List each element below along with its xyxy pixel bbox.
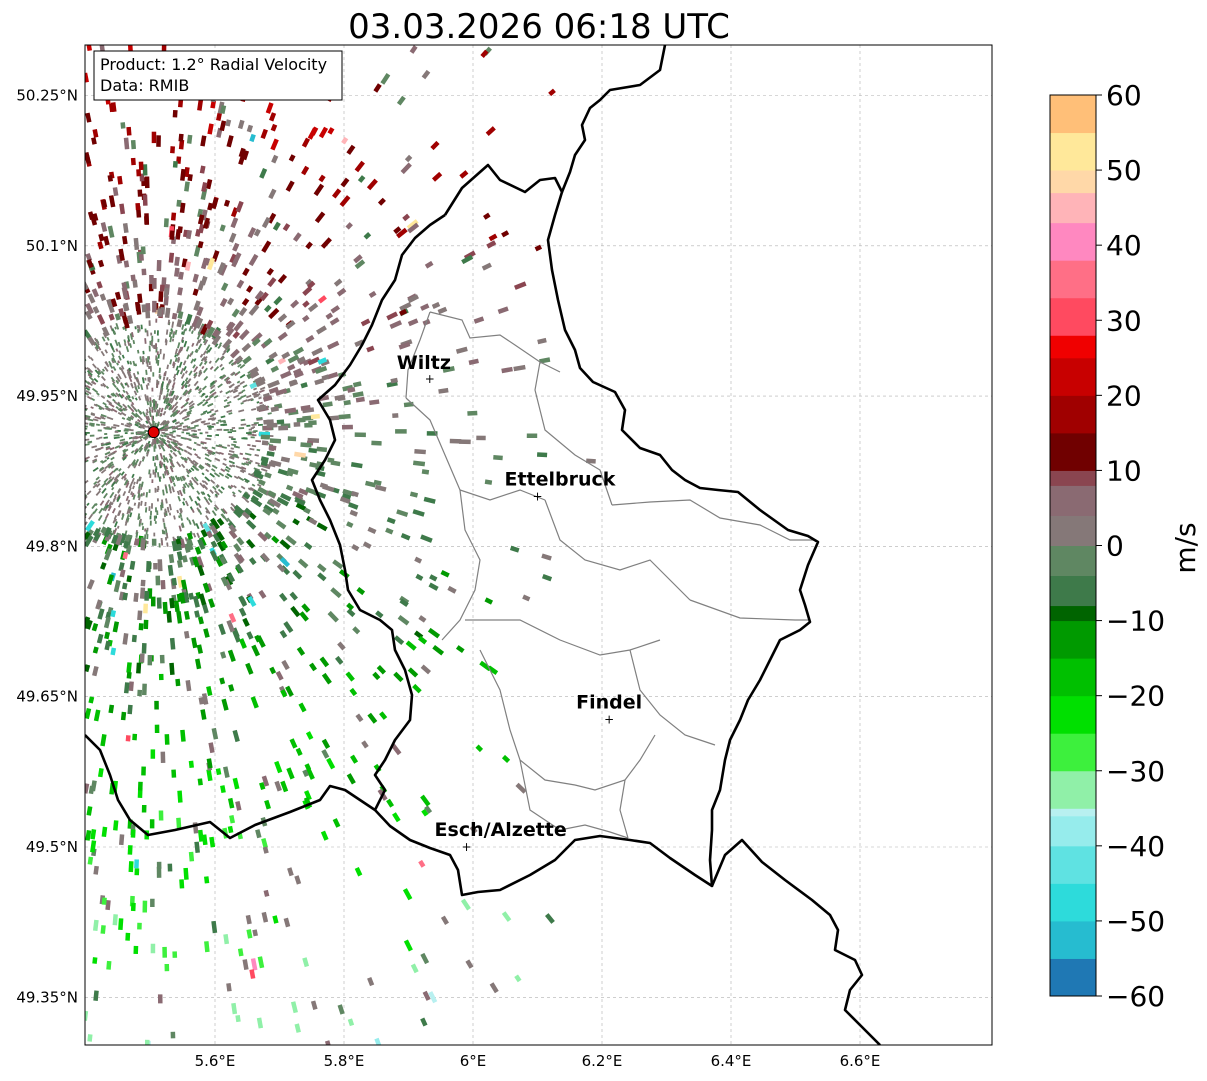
city-markers: +Wiltz+Ettelbruck+Findel+Esch/Alzette [397,352,642,854]
colorbar-segment [1050,770,1096,809]
belgium-france-border [85,734,376,840]
lat-tick-label: 49.35°N [16,988,78,1006]
colorbar-segment [1050,192,1096,224]
city-label: Ettelbruck [505,468,616,490]
colorbar-tick-label: −40 [1106,830,1165,863]
colorbar-segment [1050,260,1096,299]
colorbar-tick-label: 40 [1106,229,1142,262]
colorbar-tick-label: −30 [1106,755,1165,788]
city-label: Esch/Alzette [435,819,567,841]
colorbar-tick-label: −20 [1106,680,1165,713]
colorbar-segment [1050,335,1096,359]
lon-tick-label: 6.6°E [840,1052,881,1070]
canton-borders [405,311,815,839]
lon-tick-label: 5.8°E [324,1052,365,1070]
colorbar-segment [1050,920,1096,959]
colorbar-tick-label: 50 [1106,154,1142,187]
lon-tick-label: 6.4°E [711,1052,752,1070]
colorbar-segment [1050,395,1096,434]
city-label: Wiltz [397,352,451,374]
colorbar-segment [1050,845,1096,884]
map-frame [84,44,993,1046]
city-marker: + [462,840,472,854]
germany-france-border [710,838,881,1045]
lon-tick-label: 5.6°E [195,1052,236,1070]
borders [85,45,881,1045]
colorbar-segment [1050,170,1096,194]
colorbar-segment [1050,605,1096,622]
colorbar-tick-label: −50 [1106,905,1165,938]
colorbar-segment [1050,432,1096,471]
velocity-colorbar: 60 50 40 30 20 10 0 −10 −20 −30 −40 −50 −60 m/s [1049,79,1202,1013]
axis-ticks: 5.6°E 5.8°E 6°E 6.2°E 6.4°E 6.6°E 50.25°N 50.1°… [16,87,880,1071]
figure-title: 03.03.2026 06:18 UTC [348,7,730,47]
colorbar-segment [1050,297,1096,336]
lon-tick-label: 6°E [460,1052,487,1070]
colorbar-tick-label: −10 [1106,605,1165,638]
colorbar-segment [1050,733,1096,772]
city-label: Findel [576,692,642,714]
radar-echoes [85,45,596,1045]
colorbar-segment [1050,815,1096,847]
colorbar-segment [1050,883,1096,922]
city-marker: + [604,713,614,727]
product-info-box: Product: 1.2° Radial Velocity Data: RMIB [93,50,343,101]
lat-tick-label: 49.65°N [16,688,78,706]
colorbar-segment [1050,357,1096,396]
colorbar-segment [1050,620,1096,659]
colorbar-segment [1050,470,1096,486]
product-label: Product: 1.2° Radial Velocity [100,55,327,74]
luxembourg-border [310,163,820,897]
germany-border [560,45,667,193]
colorbar-segment [1050,658,1096,697]
city-marker: + [425,372,435,386]
radar-site-marker [147,426,160,439]
colorbar-segment [1050,515,1096,546]
colorbar-segment [1050,222,1096,261]
colorbar-tick-label: 10 [1106,454,1142,487]
lat-tick-label: 49.8°N [26,537,78,555]
data-source-label: Data: RMIB [100,76,189,95]
colorbar-segment [1050,485,1096,516]
colorbar-unit-label: m/s [1169,522,1202,573]
colorbar-tick-label: 0 [1106,530,1124,563]
colorbar-tick-label: −60 [1106,980,1165,1013]
colorbar-segment [1050,95,1096,134]
map-area: +Wiltz+Ettelbruck+Findel+Esch/Alzette Pr… [84,44,993,1046]
colorbar-segment [1050,958,1096,997]
colorbar-tick-label: 30 [1106,304,1142,337]
colorbar-segment [1050,695,1096,734]
colorbar-segment [1050,132,1096,171]
lon-tick-label: 6.2°E [582,1052,623,1070]
lat-tick-label: 50.25°N [16,87,78,105]
colorbar-segment [1050,545,1096,577]
colorbar-segment [1050,575,1096,607]
colorbar-tick-label: 60 [1106,79,1142,112]
lat-tick-label: 49.95°N [16,387,78,405]
colorbar-tick-label: 20 [1106,379,1142,412]
lat-tick-label: 49.5°N [26,838,78,856]
lat-tick-label: 50.1°N [26,237,78,255]
colorbar-segment [1050,808,1096,817]
city-marker: + [532,489,542,503]
